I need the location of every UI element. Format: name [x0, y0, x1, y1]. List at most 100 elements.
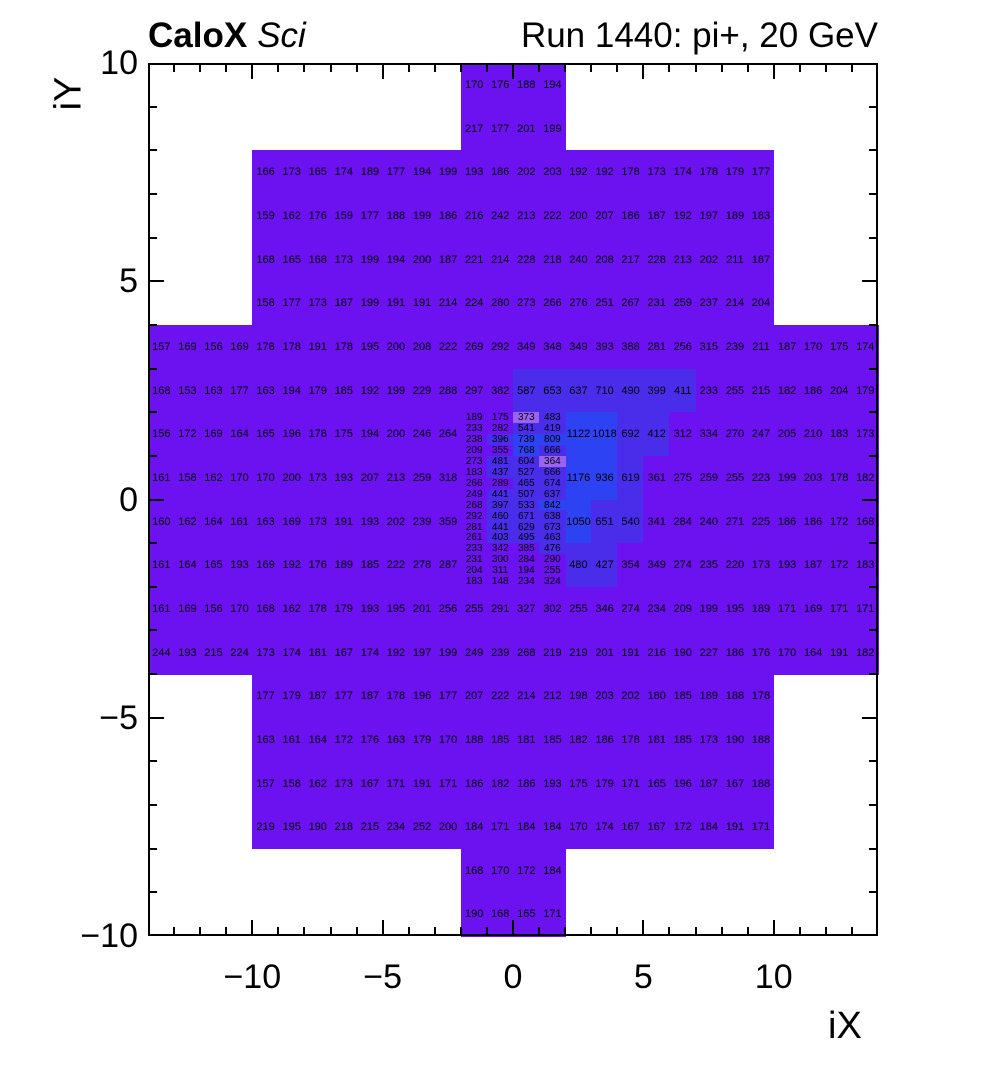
heatmap-cell: 411: [669, 368, 697, 413]
y-tick-label: 5: [119, 262, 138, 301]
heatmap-cell: 271: [721, 499, 749, 544]
axis-tick: [824, 927, 827, 934]
axis-tick: [694, 65, 697, 72]
heatmap-cell: 222: [486, 674, 514, 719]
heatmap-cell: 153: [174, 368, 201, 413]
heatmap-cell: 183: [747, 193, 775, 239]
axis-tick: [150, 454, 157, 457]
heatmap-cell: 235: [695, 543, 723, 588]
heatmap-cell: 184: [460, 805, 488, 850]
heatmap-cell: 227: [695, 630, 723, 675]
heatmap-cell: 180: [643, 674, 670, 719]
heatmap-cell: 186: [486, 150, 514, 195]
axis-tick: [251, 65, 254, 79]
fine-cell: 533: [513, 499, 540, 511]
y-tick-label: 0: [119, 480, 138, 519]
plot-title-readout: Sci: [257, 16, 306, 55]
heatmap-cell: 185: [486, 717, 514, 762]
heatmap-cell: 191: [617, 630, 644, 675]
axis-tick: [538, 65, 541, 72]
heatmap-cell: 187: [695, 761, 723, 806]
heatmap-cell: 240: [565, 237, 592, 282]
heatmap-cell: 221: [460, 237, 488, 282]
axis-tick: [564, 65, 567, 72]
heatmap-cell: 220: [721, 543, 749, 588]
heatmap-cell: 269: [460, 324, 488, 370]
heatmap-cell: 399: [643, 368, 670, 413]
heatmap-cell: 186: [460, 761, 488, 806]
heatmap-cell: 312: [669, 412, 697, 457]
heatmap-cell: 228: [513, 237, 540, 282]
heatmap-cell: 334: [695, 412, 723, 457]
axis-tick: [150, 149, 157, 152]
heatmap-cell: 172: [330, 717, 358, 762]
axis-tick: [869, 192, 876, 195]
heatmap-cell: 183: [825, 412, 853, 457]
axis-tick: [720, 65, 723, 72]
axis-tick: [150, 847, 157, 850]
heatmap-cell: 181: [513, 717, 540, 762]
fine-cell: 476: [539, 543, 566, 555]
axis-tick: [642, 920, 645, 934]
heatmap-cell: 174: [669, 150, 697, 195]
heatmap-cell: 217: [460, 106, 488, 151]
heatmap-cell: 252: [408, 805, 436, 850]
heatmap-cell: 256: [434, 586, 462, 632]
heatmap-cell: 179: [304, 368, 332, 413]
heatmap-cell: 178: [330, 324, 358, 370]
heatmap-cell: 174: [851, 324, 879, 370]
heatmap-cell: 177: [434, 674, 462, 719]
heatmap-cell: 199: [695, 586, 723, 632]
heatmap-cell: 231: [643, 281, 670, 326]
axis-tick: [381, 65, 384, 79]
heatmap-cell: 162: [304, 761, 332, 806]
heatmap-cell: 212: [539, 674, 566, 719]
heatmap-cell: 182: [773, 368, 801, 413]
fine-cell: 282: [486, 423, 514, 435]
fine-cell: 385: [513, 543, 540, 555]
heatmap-cell: 280: [486, 281, 514, 326]
heatmap-cell: 192: [356, 368, 384, 413]
axis-tick: [150, 323, 157, 326]
fine-cell: 233: [460, 543, 488, 555]
fine-cell: 234: [513, 575, 540, 588]
heatmap-cell: 193: [356, 586, 384, 632]
fine-cell: 629: [513, 521, 540, 533]
heatmap-cell: 202: [617, 674, 644, 719]
heatmap-cell: 199: [773, 455, 801, 501]
axis-tick: [869, 673, 876, 676]
heatmap-cell: 209: [669, 586, 697, 632]
heatmap-cell: 178: [382, 674, 410, 719]
heatmap-cell: 168: [252, 237, 279, 282]
heatmap-cell: 172: [513, 848, 540, 893]
heatmap-cell: 194: [278, 368, 305, 413]
heatmap-cell: 169: [278, 499, 305, 544]
fine-cell: 342: [486, 543, 514, 555]
fine-cell: 209: [460, 444, 488, 457]
heatmap-cell: 186: [513, 761, 540, 806]
heatmap-cell: 239: [486, 630, 514, 675]
heatmap-cell: 192: [591, 150, 618, 195]
axis-tick: [869, 585, 876, 588]
heatmap-cell: 297: [460, 368, 488, 413]
heatmap-cell: 393: [591, 324, 618, 370]
run-info-title: Run 1440: pi+, 20 GeV: [520, 16, 878, 55]
heatmap-cell: 188: [721, 674, 749, 719]
fine-cell: 355: [486, 444, 514, 457]
axis-tick: [355, 65, 358, 72]
heatmap-cell: 162: [200, 455, 227, 501]
heatmap-cell: 201: [408, 586, 436, 632]
heatmap-cell: 171: [434, 761, 462, 806]
axis-tick: [150, 105, 157, 108]
heatmap-cell: 171: [382, 761, 410, 806]
axis-tick: [772, 920, 775, 934]
axis-tick: [869, 760, 876, 763]
heatmap-cell: 278: [408, 543, 436, 588]
heatmap-cell: 348: [539, 324, 566, 370]
heatmap-cell: 172: [669, 805, 697, 850]
heatmap-cell: 354: [617, 543, 644, 588]
heatmap-cell: 176: [747, 630, 775, 675]
heatmap-cell: 171: [825, 586, 853, 632]
heatmap-cell: 187: [799, 543, 827, 588]
heatmap-cell: 189: [695, 674, 723, 719]
